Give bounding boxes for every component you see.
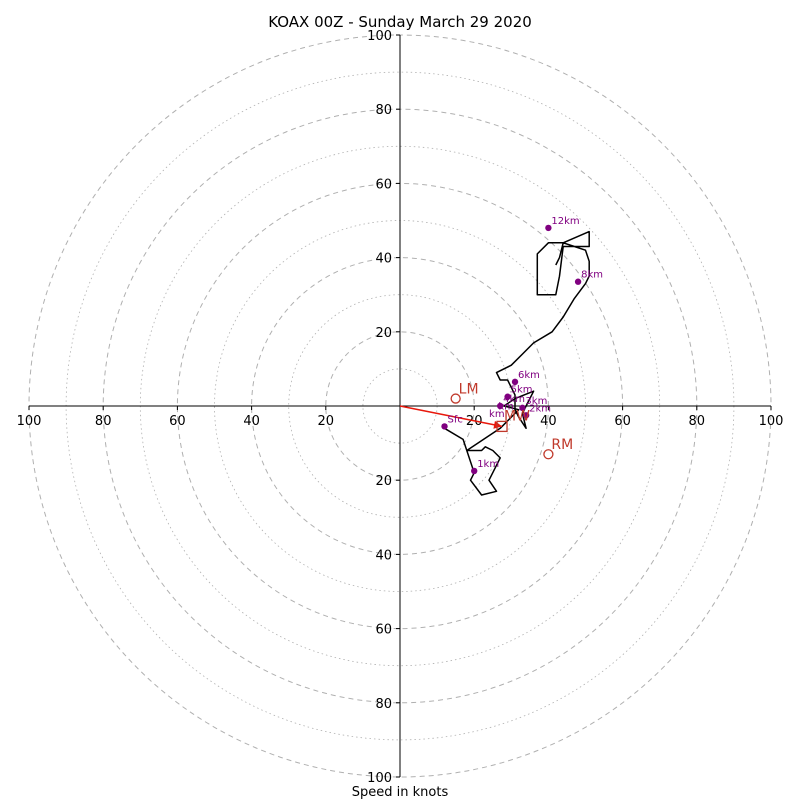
height-marker-dot bbox=[471, 467, 478, 475]
shear-vector-arrowhead bbox=[493, 420, 503, 429]
storm-motion-marker bbox=[543, 449, 554, 460]
height-marker-dot bbox=[504, 393, 511, 400]
y-tick-label: 80 bbox=[375, 103, 392, 118]
height-marker-dot bbox=[496, 402, 504, 410]
height-marker-label: 3km bbox=[525, 396, 547, 407]
hodograph-line bbox=[444, 230, 590, 496]
chart-title: KOAX 00Z - Sunday March 29 2020 bbox=[268, 13, 532, 31]
x-tick-label: 100 bbox=[17, 414, 42, 429]
shear-vector bbox=[399, 405, 503, 428]
y-tick-label: 60 bbox=[375, 623, 392, 638]
x-tick-label: 40 bbox=[243, 414, 260, 429]
height-marker-label: km bbox=[498, 402, 514, 413]
storm-motion-label: RM bbox=[551, 437, 573, 453]
height-marker-label: 2km bbox=[529, 403, 551, 414]
x-tick-label: 60 bbox=[614, 414, 631, 429]
height-marker-dot bbox=[441, 423, 448, 430]
x-axis-label: Speed in knots bbox=[352, 785, 449, 800]
height-marker-dot bbox=[511, 378, 519, 386]
storm-motion-markers: LM RM MW bbox=[450, 382, 573, 460]
y-tick-label: 40 bbox=[375, 548, 392, 563]
y-tick-label: 20 bbox=[375, 326, 392, 341]
y-tick-label: 60 bbox=[375, 177, 392, 192]
x-tick-label: 80 bbox=[689, 414, 706, 429]
height-marker-label: 1km bbox=[477, 459, 499, 470]
height-marker-dot bbox=[574, 278, 582, 285]
y-tick-label: 40 bbox=[375, 252, 392, 267]
y-tick-label: 20 bbox=[375, 474, 392, 489]
x-tick-label: 40 bbox=[540, 414, 557, 429]
hodograph-trace bbox=[399, 230, 590, 496]
height-marker-label: 6km bbox=[518, 370, 540, 381]
x-tick-label: 20 bbox=[318, 414, 335, 429]
height-marker-label: 5km bbox=[511, 385, 533, 396]
x-tick-label: 60 bbox=[169, 414, 186, 429]
storm-motion-marker bbox=[450, 393, 461, 404]
height-marker-dot bbox=[522, 412, 530, 419]
storm-motion-label: LM bbox=[459, 382, 479, 398]
y-tick-label: 80 bbox=[375, 697, 392, 712]
height-marker-label: km bbox=[489, 409, 505, 420]
height-marker-label: 8km bbox=[581, 270, 603, 281]
axis-ticks: 1008060402020406080100100806040202040608… bbox=[17, 29, 784, 786]
y-tick-label: 100 bbox=[367, 771, 392, 786]
x-tick-label: 100 bbox=[759, 414, 784, 429]
x-tick-label: 80 bbox=[95, 414, 112, 429]
height-marker-label: Sfc bbox=[448, 414, 463, 425]
height-marker-label: 4km bbox=[503, 394, 525, 405]
height-marker-dot bbox=[545, 224, 552, 232]
mean-wind-marker bbox=[496, 420, 508, 433]
mean-wind-label: MW bbox=[504, 408, 530, 424]
height-marker-label: 12km bbox=[551, 216, 579, 227]
y-tick-label: 100 bbox=[367, 29, 392, 44]
height-marker-dot bbox=[519, 404, 526, 412]
